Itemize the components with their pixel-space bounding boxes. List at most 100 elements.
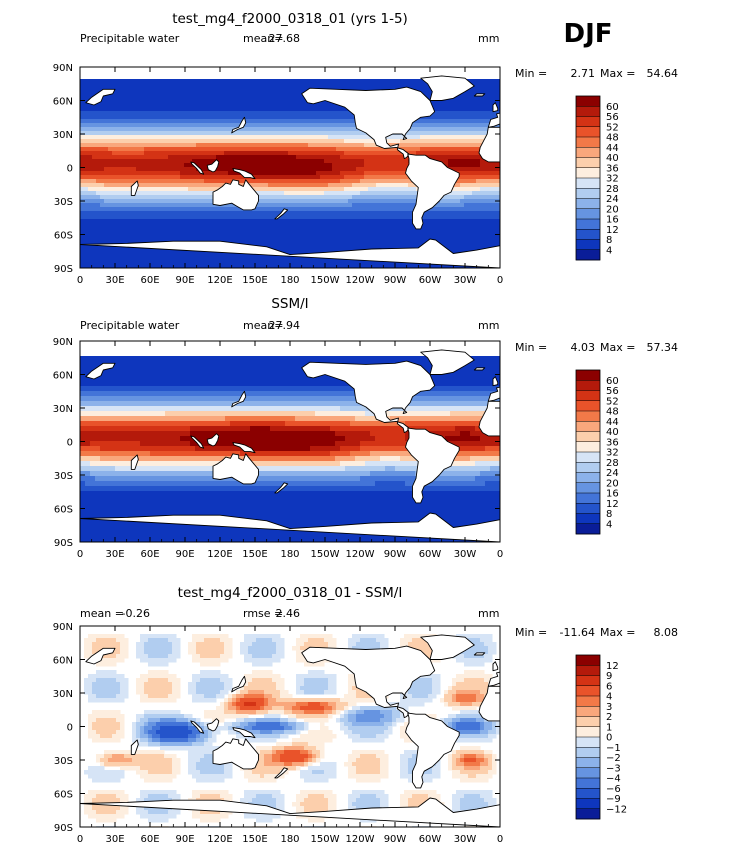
field-cell — [392, 231, 397, 236]
field-cell — [300, 83, 305, 88]
field-cell — [140, 159, 145, 164]
field-cell — [240, 263, 245, 268]
field-cell — [236, 91, 241, 96]
field-cell — [96, 247, 101, 252]
field-cell — [212, 91, 217, 96]
field-cell — [324, 231, 329, 236]
field-cell — [380, 147, 385, 152]
field-cell — [164, 79, 169, 84]
field-cell — [328, 151, 333, 156]
field-cell — [308, 199, 313, 204]
field-cell — [192, 191, 197, 196]
field-cell — [320, 107, 325, 112]
field-cell — [80, 251, 85, 256]
field-cell — [336, 247, 341, 252]
field-cell — [332, 175, 337, 180]
field-cell — [260, 215, 265, 220]
field-cell — [272, 171, 277, 176]
field-cell — [172, 223, 177, 228]
field-cell — [340, 239, 345, 244]
field-cell — [480, 219, 485, 224]
field-cell — [324, 215, 329, 220]
field-cell — [148, 147, 153, 152]
field-cell — [244, 119, 249, 124]
field-cell — [420, 119, 425, 124]
field-cell — [312, 167, 317, 172]
field-cell — [196, 191, 201, 196]
field-cell — [264, 83, 269, 88]
field-cell — [104, 263, 109, 268]
field-cell — [328, 227, 333, 232]
field-cell — [108, 151, 113, 156]
field-cell — [456, 239, 461, 244]
field-cell — [148, 163, 153, 168]
field-cell — [340, 215, 345, 220]
field-cell — [448, 135, 453, 140]
field-cell — [364, 215, 369, 220]
field-cell — [296, 191, 301, 196]
field-cell — [168, 211, 173, 216]
field-cell — [284, 115, 289, 120]
field-cell — [388, 135, 393, 140]
field-cell — [104, 139, 109, 144]
field-cell — [184, 127, 189, 132]
field-cell — [112, 239, 117, 244]
field-cell — [452, 223, 457, 228]
field-cell — [96, 231, 101, 236]
field-cell — [108, 111, 113, 116]
field-cell — [308, 111, 313, 116]
field-cell — [468, 199, 473, 204]
field-cell — [448, 131, 453, 136]
field-cell — [304, 135, 309, 140]
field-cell — [460, 227, 465, 232]
field-cell — [300, 231, 305, 236]
field-cell — [256, 119, 261, 124]
field-cell — [96, 163, 101, 168]
field-cell — [188, 179, 193, 184]
field-cell — [492, 183, 497, 188]
field-cell — [308, 179, 313, 184]
field-cell — [348, 115, 353, 120]
field-cell — [452, 163, 457, 168]
field-cell — [220, 207, 225, 212]
field-cell — [204, 107, 209, 112]
field-cell — [96, 87, 101, 92]
field-cell — [160, 115, 165, 120]
field-cell — [192, 147, 197, 152]
field-cell — [420, 231, 425, 236]
field-cell — [488, 207, 493, 212]
field-cell — [472, 107, 477, 112]
field-cell — [472, 191, 477, 196]
field-cell — [308, 135, 313, 140]
field-cell — [396, 211, 401, 216]
field-cell — [360, 155, 365, 160]
field-cell — [144, 219, 149, 224]
field-cell — [268, 175, 273, 180]
field-cell — [224, 179, 229, 184]
field-cell — [176, 91, 181, 96]
field-cell — [264, 219, 269, 224]
field-cell — [296, 263, 301, 268]
field-cell — [116, 215, 121, 220]
field-cell — [464, 215, 469, 220]
field-cell — [208, 119, 213, 124]
field-cell — [244, 259, 249, 264]
field-cell — [184, 119, 189, 124]
field-cell — [128, 263, 133, 268]
field-cell — [80, 259, 85, 264]
field-cell — [216, 167, 221, 172]
field-cell — [332, 263, 337, 268]
field-cell — [260, 151, 265, 156]
field-cell — [204, 191, 209, 196]
field-cell — [120, 91, 125, 96]
field-cell — [160, 135, 165, 140]
field-cell — [248, 95, 253, 100]
field-cell — [288, 123, 293, 128]
field-cell — [196, 127, 201, 132]
field-cell — [184, 107, 189, 112]
field-cell — [232, 231, 237, 236]
field-cell — [296, 139, 301, 144]
field-cell — [168, 91, 173, 96]
field-cell — [196, 195, 201, 200]
field-cell — [184, 159, 189, 164]
